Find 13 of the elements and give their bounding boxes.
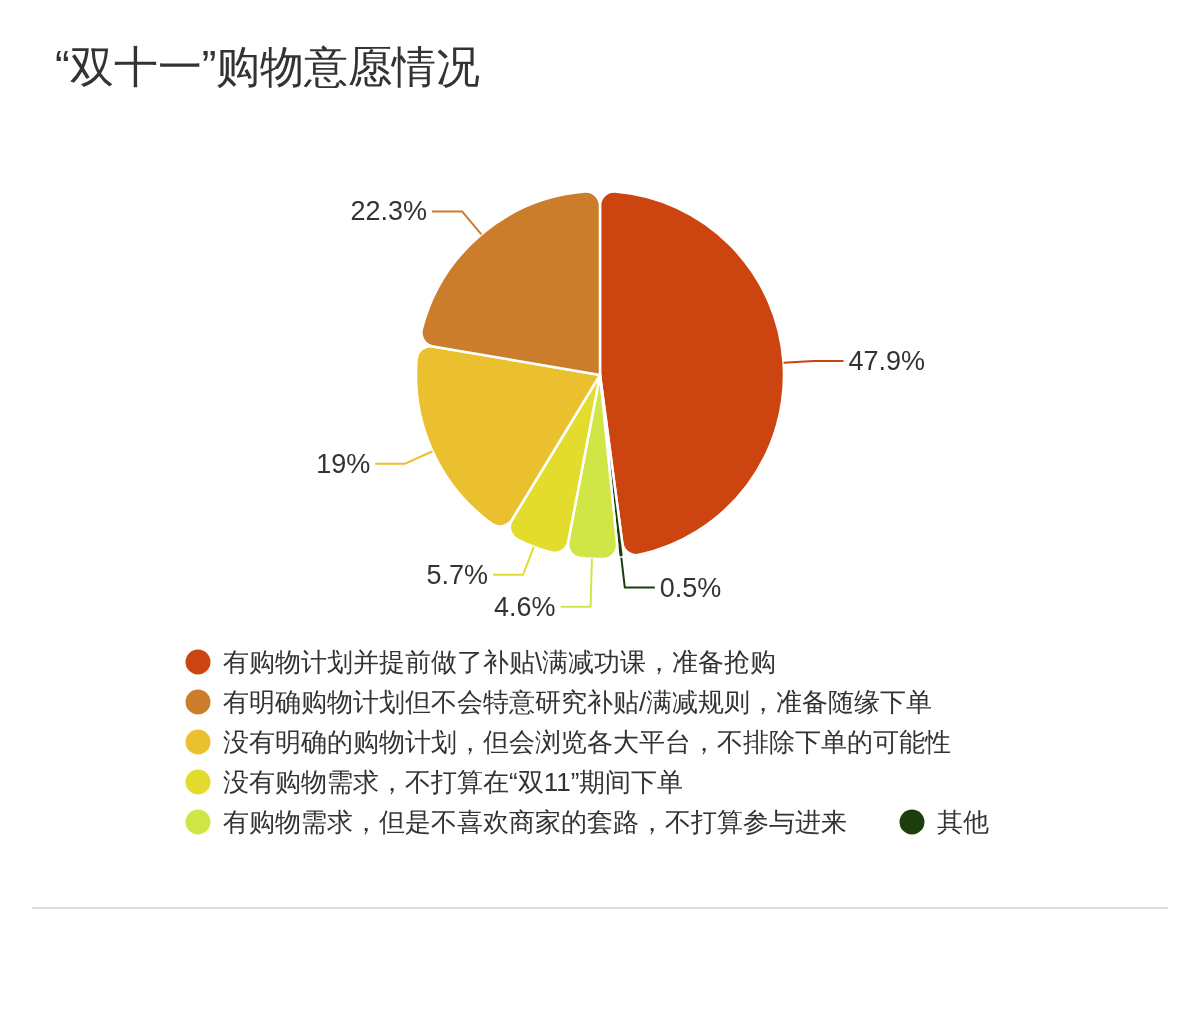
data-label: 22.3% <box>350 196 428 227</box>
legend-label: 没有购物需求，不打算在“双11”期间下单 <box>223 767 684 797</box>
data-label: 47.9% <box>848 345 926 376</box>
data-label: 5.7% <box>426 559 489 590</box>
legend-label: 有购物需求，但是不喜欢商家的套路，不打算参与进来 <box>223 807 847 837</box>
legend-label: 没有明确的购物计划，但会浏览各大平台，不排除下单的可能性 <box>223 727 951 757</box>
legend-label: 有明确购物计划但不会特意研究补贴/满减规则，准备随缘下单 <box>223 687 933 717</box>
data-label: 19% <box>316 448 371 479</box>
data-label: 4.6% <box>494 591 556 622</box>
chart-title: “双十一”购物意愿情况 <box>55 41 481 91</box>
legend-label: 有购物计划并提前做了补贴\满减功课，准备抢购 <box>223 647 777 677</box>
legend-label: 其他 <box>937 807 989 837</box>
data-label: 0.5% <box>659 572 722 603</box>
